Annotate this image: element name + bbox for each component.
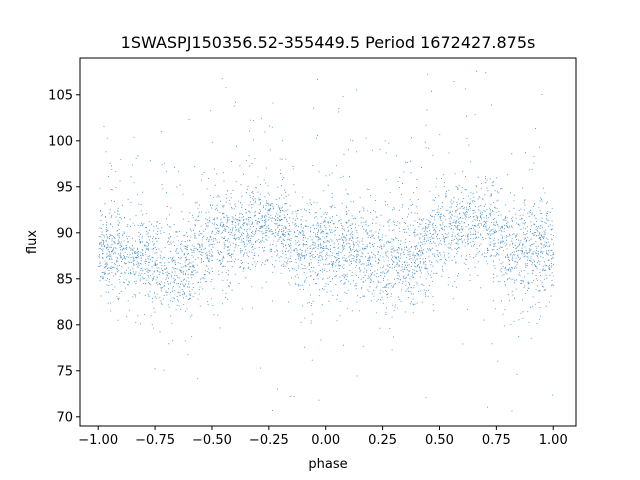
- plot-area-frame: [79, 57, 577, 427]
- y-tick-label: 75: [56, 364, 73, 379]
- y-tick-label: 80: [56, 318, 73, 333]
- x-tick-label: −0.25: [249, 433, 289, 448]
- x-tick-label: 0.25: [368, 433, 397, 448]
- y-tick-label: 95: [56, 180, 73, 195]
- y-tick-label: 105: [48, 88, 73, 103]
- x-tick-label: −1.00: [78, 433, 118, 448]
- scatter-points-layer: [98, 70, 555, 412]
- x-tick-label: 0.00: [311, 433, 340, 448]
- x-axis-label: phase: [308, 457, 347, 472]
- x-tick-label: 1.00: [539, 433, 568, 448]
- y-tick-label: 90: [56, 226, 73, 241]
- y-tick-label: 70: [56, 410, 73, 425]
- x-tick-label: −0.75: [135, 433, 175, 448]
- scatter-points: [98, 70, 555, 412]
- y-tick-label: 85: [56, 272, 73, 287]
- y-tick-label: 100: [48, 134, 73, 149]
- x-tick-label: 0.50: [425, 433, 454, 448]
- x-tick-label: −0.50: [192, 433, 232, 448]
- axes-layer: −1.00 −0.75 −0.50 −0.25 0.00 0.25 0.50 0.75 1.00…: [48, 88, 568, 448]
- chart-title: 1SWASPJ150356.52-355449.5 Period 1672427…: [121, 33, 536, 52]
- y-axis-label: flux: [25, 230, 40, 254]
- x-tick-label: 0.75: [482, 433, 511, 448]
